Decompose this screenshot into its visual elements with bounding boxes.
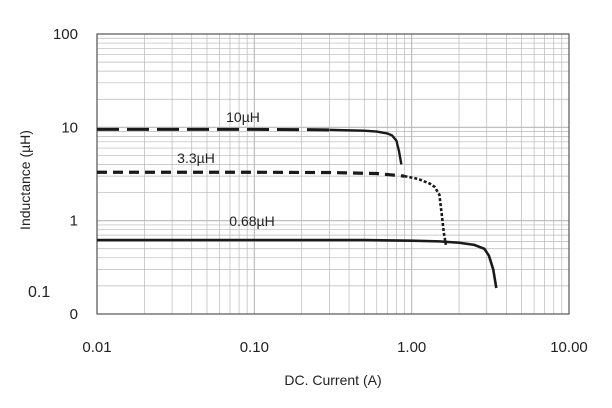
y-axis-label: Inductance (µH) [17,130,33,230]
x-tick-label: 10.00 [550,339,588,356]
series-line-tail [404,176,445,245]
y-tick-label: 1 [70,213,78,230]
y-outside-label: 0.1 [28,284,50,301]
x-tick-labels: 0.01 0.10 1.00 10.00 [82,339,587,356]
series-label: 0.68µH [229,213,274,229]
series-line [97,240,496,288]
series-line [97,172,404,176]
y-tick-label: 0 [70,306,78,323]
x-tick-label: 0.01 [82,339,111,356]
series-label: 10µH [226,109,260,125]
y-tick-label: 100 [53,26,78,43]
series-line-tail [329,130,401,165]
grid [97,34,569,314]
series-label: 3.3µH [177,150,215,166]
y-tick-label: 10 [61,119,78,136]
x-tick-label: 0.10 [240,339,269,356]
series-group [97,129,496,288]
x-tick-label: 1.00 [397,339,426,356]
plot-frame [97,34,569,314]
x-axis-label: DC. Current (A) [284,372,381,388]
